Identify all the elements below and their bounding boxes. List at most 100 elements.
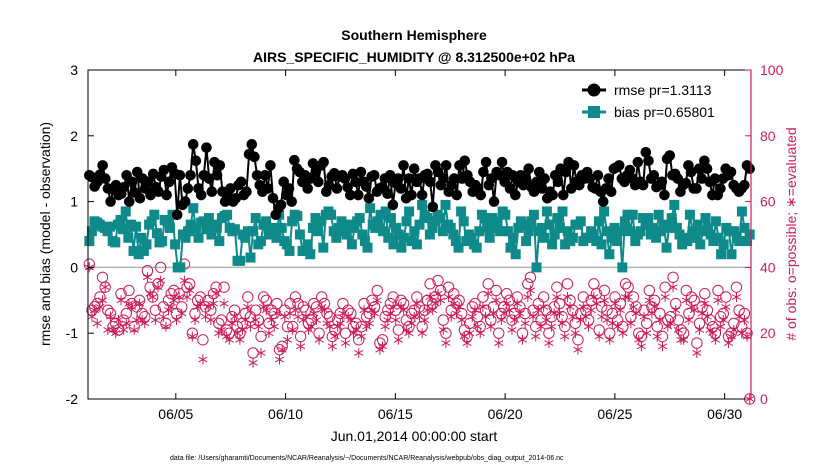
bias-point [313, 226, 324, 237]
obs-evaluated-point [578, 301, 588, 312]
bias-point [185, 219, 196, 230]
bias-point [157, 236, 168, 247]
obs-evaluated-point [399, 305, 409, 316]
obs-evaluated-point [650, 301, 660, 312]
obs-evaluated-point [97, 295, 108, 306]
obs-evaluated-point [454, 301, 464, 312]
bias-point [612, 236, 623, 247]
obs-evaluated-point [325, 321, 335, 332]
bias-point [380, 206, 391, 217]
rmse-point [395, 183, 407, 194]
obs-evaluated-point [504, 305, 514, 316]
rmse-point [392, 173, 404, 184]
bias-point [292, 211, 303, 222]
bias-point [526, 216, 537, 227]
bias-point [294, 229, 305, 240]
bias-point [500, 209, 511, 220]
bias-point [401, 216, 412, 227]
rmse-point [475, 189, 487, 201]
bias-point [456, 206, 467, 217]
bias-point [261, 216, 272, 227]
obs-evaluated-point [631, 308, 641, 319]
rmse-point [161, 189, 172, 201]
bias-point [271, 232, 282, 243]
obs-evaluated-point [412, 298, 422, 309]
obs-evaluated-point [652, 331, 662, 342]
bias-point [310, 213, 321, 224]
rmse-point [496, 156, 508, 168]
obs-evaluated-point [475, 328, 485, 339]
bias-point [133, 249, 144, 260]
obs-evaluated-point [510, 315, 520, 326]
bias-point [648, 222, 659, 233]
obs-evaluated-point [702, 311, 713, 322]
bias-point [240, 232, 251, 243]
bias-point [682, 236, 693, 247]
bias-point [427, 222, 438, 233]
obs-evaluated-point [177, 308, 187, 319]
obs-possible-point [297, 301, 309, 313]
rmse-point [547, 189, 558, 201]
bias-point [484, 232, 495, 243]
obs-evaluated-point [171, 315, 182, 326]
x-tick-label: 06/25 [597, 406, 632, 422]
bias-point [149, 209, 160, 220]
rmse-point [560, 166, 572, 178]
bias-point [305, 249, 316, 260]
bias-point [385, 213, 396, 224]
rmse-point [637, 179, 649, 191]
obs-evaluated-point [230, 311, 240, 322]
bias-point [635, 226, 646, 237]
obs-evaluated-point [713, 295, 723, 306]
bias-point [723, 226, 734, 237]
chart-title: Southern Hemisphere [341, 27, 487, 43]
obs-evaluated-point [211, 288, 221, 299]
rmse-point [624, 164, 636, 176]
obs-evaluated-point [140, 318, 150, 329]
obs-possible-point [619, 278, 632, 290]
obs-evaluated-point [245, 321, 256, 332]
rmse-point [691, 183, 702, 194]
obs-possible-point [255, 330, 267, 343]
obs-evaluated-point [391, 315, 401, 326]
obs-evaluated-point [470, 305, 480, 316]
bias-point [344, 219, 355, 230]
rmse-point [331, 183, 343, 194]
rmse-point [195, 189, 207, 201]
obs-evaluated-point [142, 272, 153, 283]
bias-point [242, 226, 253, 237]
bias-point [695, 239, 706, 250]
rmse-point [520, 173, 532, 184]
rmse-point [568, 160, 580, 171]
bias-point [250, 213, 261, 224]
obs-evaluated-point [570, 328, 580, 339]
rmse-point [384, 169, 396, 181]
bias-point [567, 232, 578, 243]
rmse-point [656, 176, 668, 188]
rmse-point [185, 169, 196, 181]
rmse-point [510, 189, 521, 201]
bias-point [396, 242, 407, 253]
right-tick-label: 0 [760, 391, 768, 407]
bias-point [736, 206, 747, 217]
bias-point [422, 213, 433, 224]
obs-evaluated-point [438, 324, 448, 335]
bias-point [492, 216, 503, 227]
bias-point [541, 206, 552, 217]
bias-point [653, 209, 664, 220]
rmse-point [134, 193, 146, 204]
obs-evaluated-point [179, 275, 189, 286]
obs-evaluated-point [92, 318, 102, 329]
obs-possible-point [524, 271, 537, 283]
rmse-point [597, 196, 609, 207]
bias-point [474, 226, 485, 237]
rmse-point [648, 169, 660, 181]
obs-evaluated-point [507, 324, 517, 335]
obs-evaluated-point [364, 318, 374, 329]
rmse-point [632, 156, 644, 168]
rmse-point [552, 176, 564, 188]
obs-evaluated-point [330, 331, 340, 342]
obs-possible-point [99, 281, 111, 293]
bias-point [505, 242, 516, 253]
bias-point [508, 232, 519, 243]
